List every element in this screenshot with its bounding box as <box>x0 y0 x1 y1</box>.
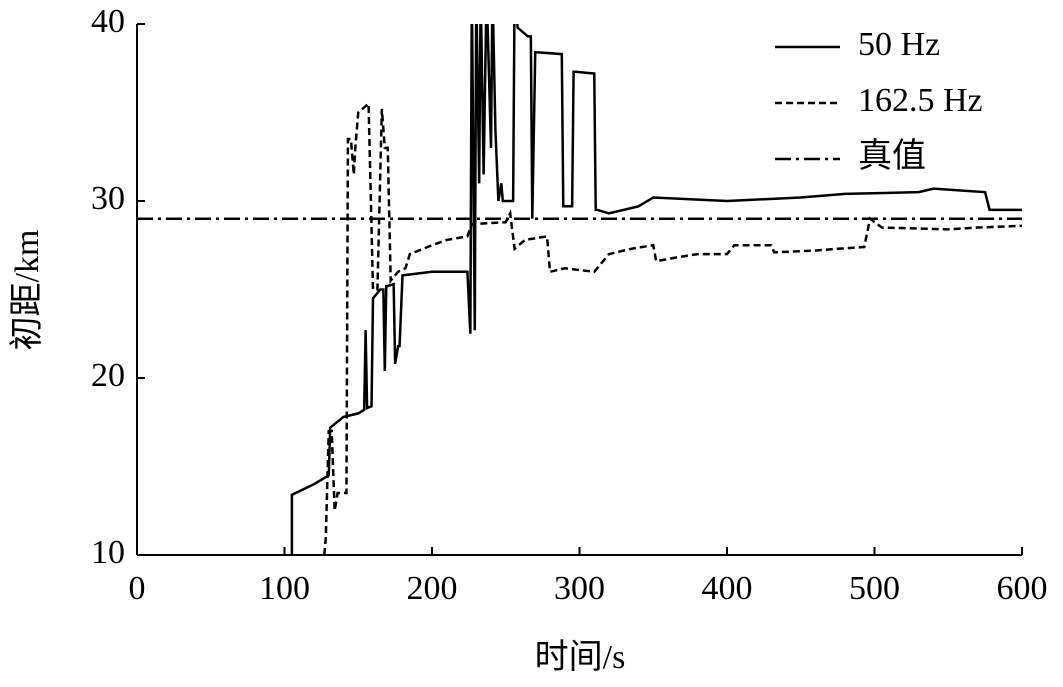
legend-label: 50 Hz <box>858 26 940 63</box>
x-tick-label: 0 <box>129 570 146 607</box>
legend-label: 真值 <box>858 137 926 175</box>
x-tick-label: 200 <box>407 570 458 607</box>
y-tick-label: 30 <box>91 180 125 217</box>
y-tick-label: 20 <box>91 357 125 394</box>
legend-label: 162.5 Hz <box>858 82 983 119</box>
x-tick-label: 600 <box>997 570 1048 607</box>
x-tick-label: 400 <box>702 570 753 607</box>
x-tick-label: 100 <box>259 570 310 607</box>
x-axis-label: 时间/s <box>535 639 626 676</box>
x-tick-label: 500 <box>849 570 900 607</box>
y-tick-label: 10 <box>91 534 125 571</box>
series-line <box>290 24 1022 555</box>
y-axis-label: 初距/km <box>8 230 46 351</box>
x-tick-label: 300 <box>554 570 605 607</box>
plot-area <box>137 24 1023 555</box>
series-line <box>323 100 1023 555</box>
y-tick-label: 40 <box>91 3 125 40</box>
